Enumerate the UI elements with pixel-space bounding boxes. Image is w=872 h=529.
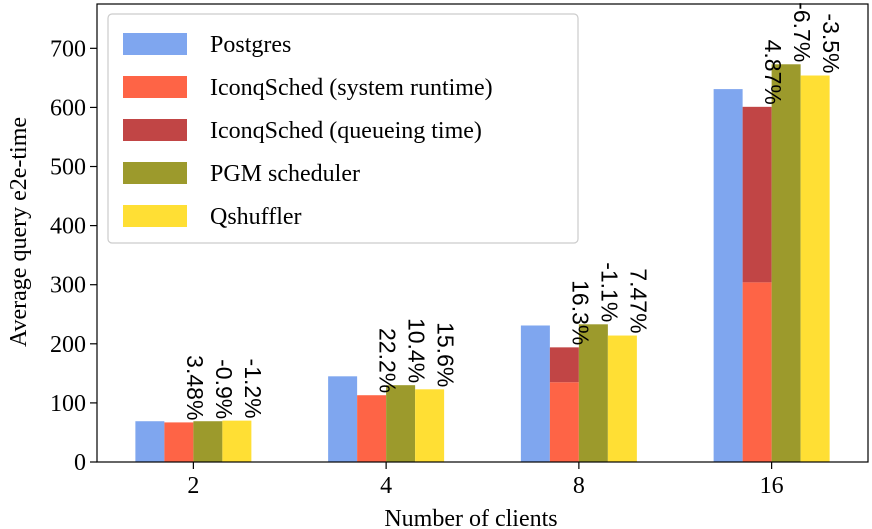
bar-annotation: 10.4% (404, 318, 430, 383)
bar-annotation: 16.3% (567, 280, 593, 345)
x-tick-label: 4 (380, 473, 392, 499)
x-tick-label: 2 (187, 473, 199, 499)
y-tick-label: 600 (50, 95, 86, 121)
bar-qshuffler-2 (222, 420, 252, 462)
bars-layer (135, 64, 830, 463)
y-tick-label: 500 (50, 155, 86, 181)
bar-iconqsched-system-runtime-2 (164, 422, 194, 462)
bar-annotation: -0.9% (211, 359, 237, 419)
bar-qshuffler-8 (607, 335, 637, 462)
x-axis-title: Number of clients (384, 506, 557, 529)
y-tick-label: 700 (50, 36, 86, 62)
legend-label: IconqSched (queueing time) (210, 118, 482, 144)
bar-pgm-scheduler-2 (193, 421, 223, 462)
bar-annotation: -1.1% (596, 262, 622, 322)
bar-postgres-8 (520, 325, 550, 462)
legend-label: IconqSched (system runtime) (210, 75, 493, 101)
plot-frame (96, 3, 869, 463)
legend: Postgres IconqSched (system runtime) Iconq… (107, 13, 579, 244)
x-tick-label: 16 (760, 473, 784, 499)
bar-iconqsched-queueing-time-8 (549, 347, 579, 383)
y-tick-label: 100 (50, 391, 86, 417)
bar-postgres-16 (713, 89, 743, 462)
bar-annotation: 3.48% (182, 355, 208, 420)
bar-annotation: 7.47% (625, 268, 651, 333)
bar-qshuffler-16 (800, 75, 830, 463)
legend-swatch (123, 119, 187, 141)
bar-pgm-scheduler-4 (386, 385, 416, 462)
y-axis-title: Average query e2e-time (6, 117, 32, 347)
bar-iconqsched-system-runtime-4 (357, 395, 387, 462)
bar-annotation: 22.2% (375, 328, 401, 393)
bar-annotation: -1.2% (240, 359, 266, 419)
axes-layer: 0 100 200 300 400 500 600 700 2 4 8 16 (50, 3, 869, 499)
bar-iconqsched-system-runtime-8 (549, 382, 579, 462)
legend-swatch (123, 76, 187, 98)
legend-swatch (123, 162, 187, 184)
bar-annotation: -3.5% (818, 13, 844, 73)
x-tick-label: 8 (573, 473, 585, 499)
y-tick-label: 300 (50, 273, 86, 299)
y-tick-label: 400 (50, 214, 86, 240)
bar-annotation: -6.7% (789, 2, 815, 62)
bar-iconqsched-queueing-time-16 (742, 106, 772, 283)
bar-postgres-4 (328, 376, 358, 462)
legend-label: PGM scheduler (210, 161, 360, 187)
bar-qshuffler-4 (415, 389, 445, 462)
y-tick-label: 0 (74, 450, 86, 476)
legend-swatch (123, 205, 187, 227)
legend-swatch (123, 33, 187, 55)
legend-label: Qshuffler (210, 204, 302, 230)
bar-annotation: 15.6% (433, 322, 459, 387)
bar-iconqsched-system-runtime-16 (742, 282, 772, 462)
legend-box (107, 13, 579, 244)
legend-label: Postgres (210, 32, 291, 58)
bar-pgm-scheduler-8 (578, 324, 608, 462)
bar-pgm-scheduler-16 (771, 64, 801, 462)
y-tick-label: 200 (50, 332, 86, 358)
bar-annotations-layer: 3.48% -0.9% -1.2% 22.2% 10.4% 15.6% 16.3% -1.1%… (182, 2, 844, 420)
bar-postgres-2 (135, 421, 165, 462)
bar-annotation: 4.87% (760, 40, 786, 105)
